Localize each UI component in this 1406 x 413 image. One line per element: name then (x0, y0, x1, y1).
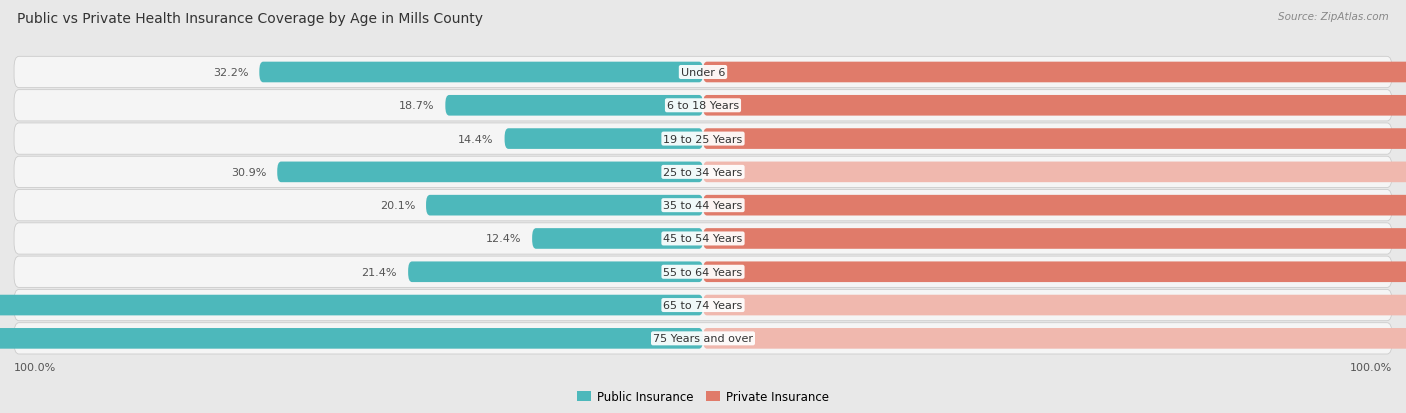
Text: 35 to 44 Years: 35 to 44 Years (664, 201, 742, 211)
Text: 30.9%: 30.9% (231, 167, 266, 178)
FancyBboxPatch shape (14, 157, 1392, 188)
Text: 21.4%: 21.4% (361, 267, 396, 277)
FancyBboxPatch shape (277, 162, 703, 183)
Legend: Public Insurance, Private Insurance: Public Insurance, Private Insurance (572, 385, 834, 408)
FancyBboxPatch shape (259, 62, 703, 83)
FancyBboxPatch shape (703, 162, 1406, 183)
Text: 100.0%: 100.0% (1350, 363, 1392, 373)
Text: 6 to 18 Years: 6 to 18 Years (666, 101, 740, 111)
FancyBboxPatch shape (703, 262, 1406, 282)
FancyBboxPatch shape (703, 96, 1406, 116)
FancyBboxPatch shape (14, 290, 1392, 321)
FancyBboxPatch shape (14, 323, 1392, 354)
FancyBboxPatch shape (0, 295, 703, 316)
FancyBboxPatch shape (703, 195, 1406, 216)
Text: 100.0%: 100.0% (14, 363, 56, 373)
FancyBboxPatch shape (14, 190, 1392, 221)
FancyBboxPatch shape (531, 228, 703, 249)
Text: Source: ZipAtlas.com: Source: ZipAtlas.com (1278, 12, 1389, 22)
FancyBboxPatch shape (0, 328, 703, 349)
FancyBboxPatch shape (14, 90, 1392, 122)
Text: 45 to 54 Years: 45 to 54 Years (664, 234, 742, 244)
Text: 20.1%: 20.1% (380, 201, 415, 211)
FancyBboxPatch shape (703, 295, 1406, 316)
Text: 65 to 74 Years: 65 to 74 Years (664, 300, 742, 310)
FancyBboxPatch shape (14, 256, 1392, 288)
FancyBboxPatch shape (426, 195, 703, 216)
FancyBboxPatch shape (14, 223, 1392, 254)
FancyBboxPatch shape (505, 129, 703, 150)
Text: 18.7%: 18.7% (399, 101, 434, 111)
Text: 32.2%: 32.2% (212, 68, 249, 78)
FancyBboxPatch shape (703, 328, 1406, 349)
FancyBboxPatch shape (408, 262, 703, 282)
Text: 14.4%: 14.4% (458, 134, 494, 144)
FancyBboxPatch shape (14, 57, 1392, 88)
FancyBboxPatch shape (446, 96, 703, 116)
Text: 12.4%: 12.4% (485, 234, 522, 244)
FancyBboxPatch shape (703, 228, 1406, 249)
FancyBboxPatch shape (703, 62, 1406, 83)
Text: 75 Years and over: 75 Years and over (652, 334, 754, 344)
Text: Under 6: Under 6 (681, 68, 725, 78)
Text: 19 to 25 Years: 19 to 25 Years (664, 134, 742, 144)
FancyBboxPatch shape (14, 123, 1392, 155)
Text: Public vs Private Health Insurance Coverage by Age in Mills County: Public vs Private Health Insurance Cover… (17, 12, 482, 26)
FancyBboxPatch shape (703, 129, 1406, 150)
Text: 25 to 34 Years: 25 to 34 Years (664, 167, 742, 178)
Text: 55 to 64 Years: 55 to 64 Years (664, 267, 742, 277)
